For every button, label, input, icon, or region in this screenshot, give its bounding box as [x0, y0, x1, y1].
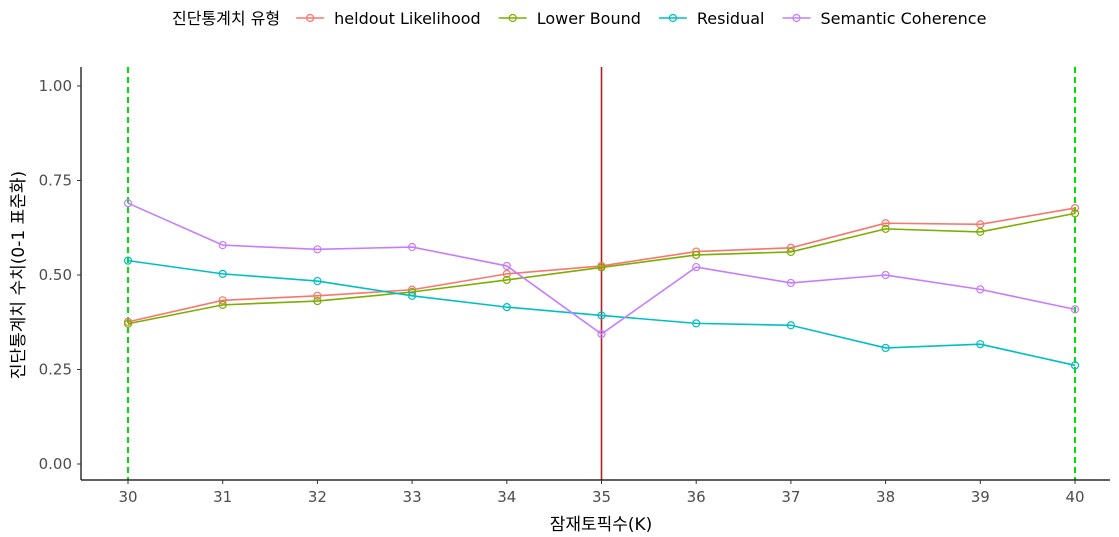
data-point-lower-bound [123, 319, 133, 328]
data-point-residual [313, 276, 322, 286]
legend: 진단통계치 유형 heldout Likelihood Lower Bound Re… [172, 9, 986, 28]
data-point-residual [692, 319, 701, 328]
data-point-heldout-likelihood [1070, 203, 1080, 213]
y-tick-label: 0.00 [39, 455, 72, 473]
data-point-lower-bound [976, 227, 985, 237]
data-point-semantic-coherence [597, 329, 606, 339]
x-tick-label: 35 [592, 488, 611, 506]
ticks: 0.00 0.25 0.50 0.75 1.00 30 31 32 33 34 35 36 37 38 39… [39, 77, 1085, 506]
data-point-semantic-coherence [976, 285, 985, 294]
data-point-residual [1070, 361, 1080, 370]
data-point-lower-bound [313, 296, 322, 306]
data-point-lower-bound [502, 275, 511, 285]
x-tick-label: 36 [687, 488, 706, 506]
reference-lines [127, 67, 1076, 480]
series-line-semantic-coherence [127, 202, 1076, 335]
x-tick-label: 39 [971, 488, 990, 506]
data-point-semantic-coherence [502, 261, 511, 271]
legend-label-lower-bound: Lower Bound [537, 9, 641, 28]
series-group [123, 199, 1080, 370]
data-point-semantic-coherence [881, 270, 890, 280]
data-point-heldout-likelihood [881, 219, 890, 228]
x-tick-label: 30 [118, 488, 137, 506]
data-point-lower-bound [597, 263, 606, 272]
legend-label-residual: Residual [697, 9, 765, 28]
data-point-residual [218, 269, 227, 278]
legend-key-point-lower-bound [508, 13, 517, 23]
data-point-semantic-coherence [692, 262, 701, 272]
data-point-lower-bound [1070, 209, 1080, 218]
x-tick-label: 31 [213, 488, 232, 506]
data-point-semantic-coherence [123, 199, 133, 208]
y-tick-label: 1.00 [39, 77, 72, 95]
x-tick-label: 37 [781, 488, 800, 506]
data-point-lower-bound [692, 250, 701, 260]
data-point-semantic-coherence [786, 278, 796, 288]
data-point-residual [976, 340, 985, 349]
axes [80, 67, 1110, 481]
data-point-semantic-coherence [218, 241, 227, 250]
data-point-lower-bound [786, 247, 796, 257]
series-line-heldout-likelihood [127, 207, 1076, 323]
data-point-residual [881, 343, 890, 353]
data-point-residual [597, 311, 606, 320]
data-point-semantic-coherence [1070, 305, 1080, 314]
data-point-lower-bound [881, 224, 890, 233]
legend-label-semantic-coherence: Semantic Coherence [820, 9, 986, 28]
legend-label-heldout-likelihood: heldout Likelihood [334, 9, 481, 28]
data-point-residual [408, 291, 417, 300]
data-point-residual [502, 303, 511, 312]
series-line-lower-bound [127, 212, 1076, 325]
legend-key-point-residual [668, 13, 678, 23]
y-tick-label: 0.50 [39, 266, 72, 284]
y-axis-title: 진단통계치 수치(0-1 표준화) [9, 171, 29, 379]
legend-key-point-semantic-coherence [792, 13, 801, 23]
legend-key-point-heldout-likelihood [306, 13, 315, 23]
y-tick-label: 0.75 [39, 172, 72, 190]
x-tick-label: 32 [308, 488, 327, 506]
data-point-semantic-coherence [313, 245, 322, 254]
x-tick-label: 33 [403, 488, 422, 506]
x-tick-label: 38 [876, 488, 895, 506]
data-point-residual [123, 256, 133, 265]
y-tick-label: 0.25 [39, 361, 72, 379]
data-point-lower-bound [218, 300, 227, 309]
x-axis-title: 잠재토픽수(K) [550, 515, 653, 535]
data-point-heldout-likelihood [408, 285, 417, 294]
data-point-semantic-coherence [408, 242, 417, 252]
x-tick-label: 34 [497, 488, 516, 506]
data-point-heldout-likelihood [313, 291, 322, 300]
x-tick-label: 40 [1065, 488, 1084, 506]
data-point-heldout-likelihood [502, 269, 511, 278]
legend-title: 진단통계치 유형 [172, 9, 280, 28]
data-point-residual [786, 321, 796, 330]
data-point-heldout-likelihood [218, 296, 227, 305]
series-line-residual [127, 259, 1076, 367]
